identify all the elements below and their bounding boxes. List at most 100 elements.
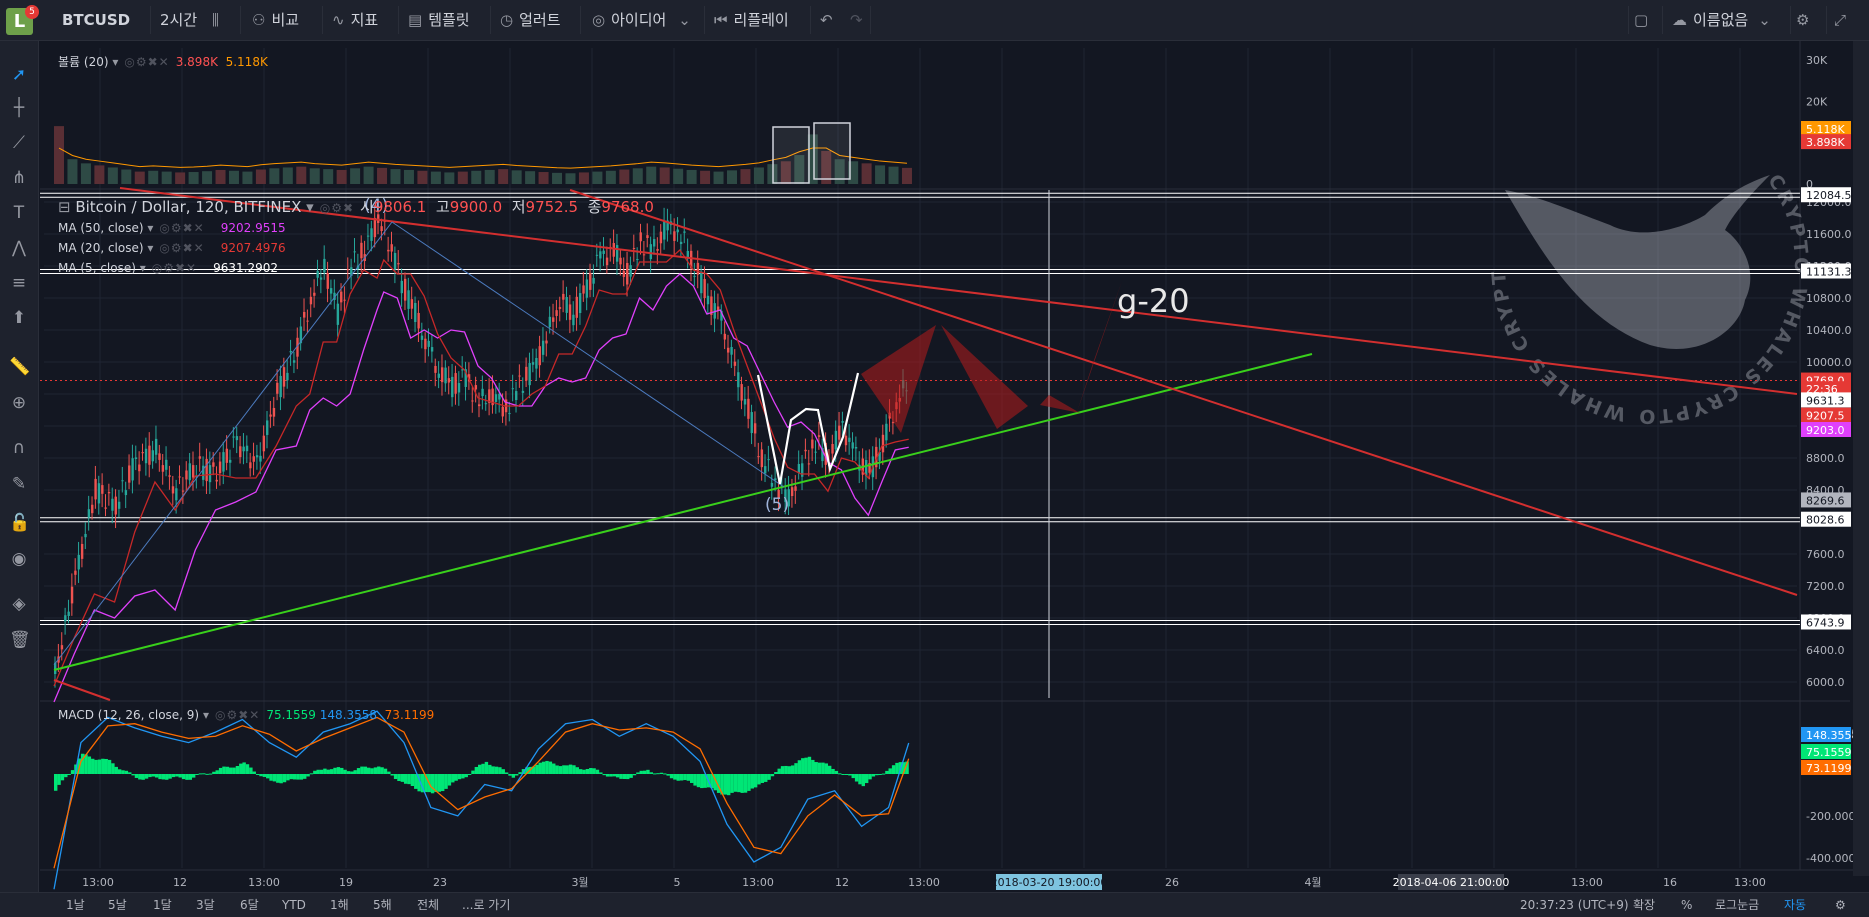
candle-body bbox=[104, 507, 107, 509]
time-axis-label: 4월 bbox=[1304, 876, 1321, 889]
trendline-icon[interactable]: ⟋ bbox=[13, 133, 25, 153]
fullscreen-button[interactable]: ⤢ bbox=[1834, 0, 1852, 40]
candle-body bbox=[77, 554, 80, 570]
cursor-icon[interactable]: ➚ bbox=[11, 65, 27, 85]
symbol-search[interactable]: BTCUSD bbox=[62, 11, 131, 29]
range-button[interactable]: 1해 bbox=[330, 898, 349, 912]
layout-name-button[interactable]: ☁ 이름없음 ⌄ bbox=[1672, 0, 1777, 40]
legend-buttons[interactable]: ◎⚙✖✕ bbox=[124, 55, 170, 69]
candle-body bbox=[615, 245, 619, 262]
macd-hist-bar bbox=[767, 774, 771, 780]
candle-body bbox=[541, 340, 545, 355]
replay-button[interactable]: ⏮ 리플레이 bbox=[714, 0, 789, 40]
bottom-settings-icon[interactable]: ⚙ bbox=[1835, 898, 1846, 912]
candle-body bbox=[131, 458, 134, 481]
pitchfork-icon[interactable]: ⋔ bbox=[11, 168, 27, 188]
candle-body bbox=[245, 445, 249, 452]
candle-body bbox=[168, 475, 171, 477]
crosshair-icon[interactable]: ┼ bbox=[13, 98, 25, 118]
magnet-icon[interactable]: ∩ bbox=[12, 438, 26, 458]
percent-button[interactable]: % bbox=[1681, 898, 1693, 912]
interval-selector[interactable]: 2시간 bbox=[160, 11, 198, 29]
projection-pattern bbox=[861, 281, 1122, 433]
range-button[interactable]: 1날 bbox=[66, 898, 85, 912]
text-icon[interactable]: T bbox=[13, 203, 25, 223]
ma5-value: 9631.2902 bbox=[213, 261, 279, 275]
volume-highlight-box bbox=[772, 126, 810, 184]
candle-body bbox=[531, 362, 535, 365]
macd-hist-bar bbox=[366, 767, 371, 774]
macd-hist-bar bbox=[801, 758, 805, 774]
range-button[interactable]: 6달 bbox=[240, 898, 259, 912]
range-button[interactable]: 5해 bbox=[373, 898, 392, 912]
log-scale-button[interactable]: 로그눈금 bbox=[1715, 898, 1760, 912]
macd-hist-bar bbox=[373, 767, 378, 774]
macd-hist-bar bbox=[642, 770, 647, 774]
range-button[interactable]: 전체 bbox=[417, 898, 440, 912]
candle-body bbox=[266, 420, 269, 435]
alerts-button[interactable]: ◷ 얼러트 bbox=[500, 0, 561, 40]
right-panel-edge[interactable] bbox=[1853, 41, 1869, 876]
zoom-icon[interactable]: ⊕ bbox=[11, 393, 27, 413]
range-button[interactable]: 3달 bbox=[196, 898, 215, 912]
main-legend[interactable]: ⊟ Bitcoin / Dollar, 120, BITFINEX ▾ ◎⚙✖ 시9… bbox=[58, 198, 654, 216]
macd-hist-bar bbox=[363, 766, 367, 774]
legend-buttons[interactable]: ◎⚙✖ bbox=[319, 201, 355, 215]
chart-type-button[interactable]: ⫼ bbox=[212, 0, 225, 40]
auto-scale-button[interactable]: 자동 bbox=[1784, 898, 1807, 912]
pattern-icon[interactable]: ⋀ bbox=[12, 238, 26, 258]
macd-legend[interactable]: MACD (12, 26, close, 9) ▾ ◎⚙✖✕ 75.1559 148… bbox=[58, 708, 435, 722]
time-axis-label: 5 bbox=[674, 876, 681, 889]
pencil-lock-icon[interactable]: ✎ bbox=[11, 474, 27, 494]
ruler-icon[interactable]: 📏 bbox=[9, 357, 31, 377]
candle-body bbox=[720, 310, 723, 321]
candle-body bbox=[834, 430, 838, 450]
range-button[interactable]: 5날 bbox=[108, 898, 127, 912]
ma20-legend[interactable]: MA (20, close) ▾ ◎⚙✖✕ 9207.4976 bbox=[58, 241, 286, 255]
fib-icon[interactable]: ≡ bbox=[11, 273, 27, 293]
macd-hist-bar bbox=[148, 774, 152, 778]
candle-body bbox=[121, 480, 124, 482]
macd-hist-bar bbox=[282, 774, 287, 783]
templates-button[interactable]: ▤ 템플릿 bbox=[408, 0, 470, 40]
unlock-icon[interactable]: 🔓 bbox=[9, 513, 31, 533]
indicators-label: 지표 bbox=[350, 11, 379, 29]
candle-body bbox=[848, 437, 851, 442]
fullscreen-toggle-button[interactable]: ▢ bbox=[1634, 0, 1654, 40]
macd-hist-bar bbox=[747, 774, 751, 791]
macd-hist-bar bbox=[242, 762, 246, 774]
volume-bar bbox=[780, 161, 791, 184]
candle-body bbox=[323, 258, 326, 273]
price-axis-label: 10400.0 bbox=[1806, 324, 1852, 337]
candle-body bbox=[282, 367, 286, 387]
candle-body bbox=[629, 265, 632, 277]
range-button[interactable]: YTD bbox=[282, 898, 306, 912]
indicators-button[interactable]: ∿ 지표 bbox=[332, 0, 378, 40]
goto-date-button[interactable]: ...로 가기 bbox=[462, 898, 511, 912]
macd-hist-bar bbox=[821, 762, 825, 774]
volume-bar bbox=[255, 169, 266, 184]
volume-legend[interactable]: 볼륨 (20) ▾ ◎⚙✖✕ 3.898K 5.118K bbox=[58, 55, 268, 69]
eye-icon[interactable]: ◉ bbox=[11, 549, 27, 569]
macd-hist-bar bbox=[64, 774, 68, 778]
top-toolbar: L 5 BTCUSD 2시간 ⫼ ⚇ 비교 ∿ 지표 ▤ 템플릿 ◷ 얼러트 ◎ 아이디어… bbox=[0, 0, 1869, 41]
macd-hist-bar bbox=[676, 774, 680, 781]
redo-button[interactable]: ↷ bbox=[850, 0, 869, 40]
macd-hist-bar bbox=[575, 767, 579, 774]
settings-button[interactable]: ⚙ bbox=[1796, 0, 1815, 40]
range-button[interactable]: 1달 bbox=[153, 898, 172, 912]
layers-icon[interactable]: ◈ bbox=[12, 594, 26, 614]
trash-icon[interactable]: 🗑 bbox=[9, 630, 31, 650]
volume-bar bbox=[727, 170, 737, 184]
undo-button[interactable]: ↶ bbox=[820, 0, 839, 40]
compare-button[interactable]: ⚇ 비교 bbox=[252, 0, 299, 40]
macd-hist-bar bbox=[663, 773, 667, 775]
macd-hist-bar bbox=[451, 774, 455, 783]
arrow-up-icon[interactable]: ⬆ bbox=[11, 308, 27, 328]
ma50-legend[interactable]: MA (50, close) ▾ ◎⚙✖✕ 9202.9515 bbox=[58, 221, 286, 235]
ideas-button[interactable]: ◎ 아이디어 ⌄ bbox=[592, 0, 697, 40]
ma5-legend[interactable]: MA (5, close) ▾ ◎⚙✖✕ 9631.2902 bbox=[58, 261, 279, 275]
candle-body bbox=[215, 479, 218, 482]
extend-button[interactable]: 확장 bbox=[1633, 898, 1656, 912]
